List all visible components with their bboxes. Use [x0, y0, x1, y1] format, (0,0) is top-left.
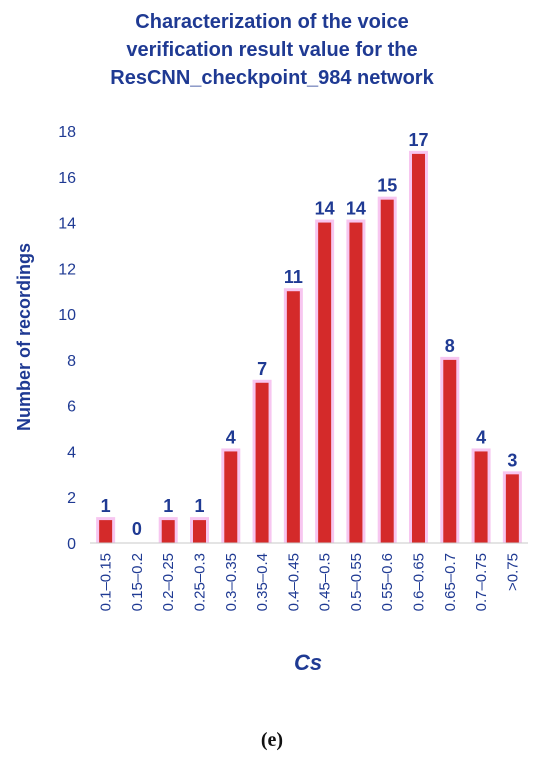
bar-value-label: 17 [408, 130, 428, 150]
x-tick-label: 0.3–0.35 [223, 553, 240, 611]
figure-caption: (e) [261, 729, 283, 751]
y-tick-label: 4 [67, 444, 76, 461]
x-tick-label: 0.6–0.65 [411, 553, 428, 611]
bar-value-label: 14 [315, 199, 335, 219]
x-tick-label: 0.25–0.3 [192, 553, 209, 611]
y-tick-label: 6 [67, 399, 76, 416]
bar [380, 199, 394, 543]
y-tick-label: 18 [58, 124, 76, 141]
x-tick-label: 0.35–0.4 [254, 553, 271, 611]
bar [224, 451, 238, 543]
y-axis-ticks: 0 2 4 6 8 10 12 14 16 18 [58, 124, 76, 553]
bar [318, 222, 332, 544]
x-tick-label: 0.4–0.45 [285, 553, 302, 611]
bar-value-label: 8 [445, 336, 455, 356]
chart-title-line-1: Characterization of the voice [135, 11, 408, 33]
x-tick-label: 0.2–0.25 [160, 553, 177, 611]
y-tick-label: 14 [58, 216, 76, 233]
bar-value-label: 4 [226, 427, 236, 447]
x-tick-label: 0.55–0.6 [379, 553, 396, 611]
bar [161, 520, 175, 543]
x-tick-label: 0.15–0.2 [129, 553, 146, 611]
bar-value-label: 1 [163, 496, 173, 516]
bar-value-label: 15 [377, 176, 397, 196]
x-axis-label: Cs [294, 650, 322, 675]
x-tick-label: >0.75 [504, 553, 521, 591]
y-tick-label: 2 [67, 490, 76, 507]
bar-value-label: 4 [476, 427, 486, 447]
bar [474, 451, 488, 543]
chart-title-line-2: verification result value for the [126, 39, 417, 61]
y-tick-label: 12 [58, 261, 76, 278]
bar [255, 382, 269, 543]
bar [412, 153, 425, 543]
y-tick-label: 8 [67, 353, 76, 370]
bar [99, 520, 113, 543]
bar-value-label: 7 [257, 359, 267, 379]
bar-value-label: 14 [346, 199, 366, 219]
bar [443, 359, 457, 543]
y-tick-label: 10 [58, 307, 76, 324]
chart-title-line-3: ResCNN_checkpoint_984 network [110, 67, 434, 89]
y-tick-label: 16 [58, 170, 76, 187]
bar-value-label: 3 [507, 450, 517, 470]
chart-title: Characterization of the voice verificati… [110, 11, 434, 89]
bar-value-label: 11 [284, 267, 303, 287]
bar-value-label: 1 [101, 496, 111, 516]
x-tick-label: 0.5–0.55 [348, 553, 365, 611]
bars [96, 150, 522, 544]
x-tick-label: 0.1–0.15 [98, 553, 115, 611]
bar-value-label: 0 [132, 519, 142, 539]
x-tick-label: 0.65–0.7 [442, 553, 459, 611]
bar [286, 291, 300, 543]
x-axis-ticks: 0.1–0.15 0.15–0.2 0.2–0.25 0.25–0.3 0.3–0.35… [98, 553, 522, 611]
x-tick-label: 0.45–0.5 [317, 553, 334, 611]
y-axis-label: Number of recordings [14, 243, 34, 431]
bar [505, 474, 519, 543]
bar [193, 520, 206, 543]
x-tick-label: 0.7–0.75 [473, 553, 490, 611]
bar [349, 222, 363, 544]
y-tick-label: 0 [67, 536, 76, 553]
bar-value-label: 1 [194, 496, 204, 516]
